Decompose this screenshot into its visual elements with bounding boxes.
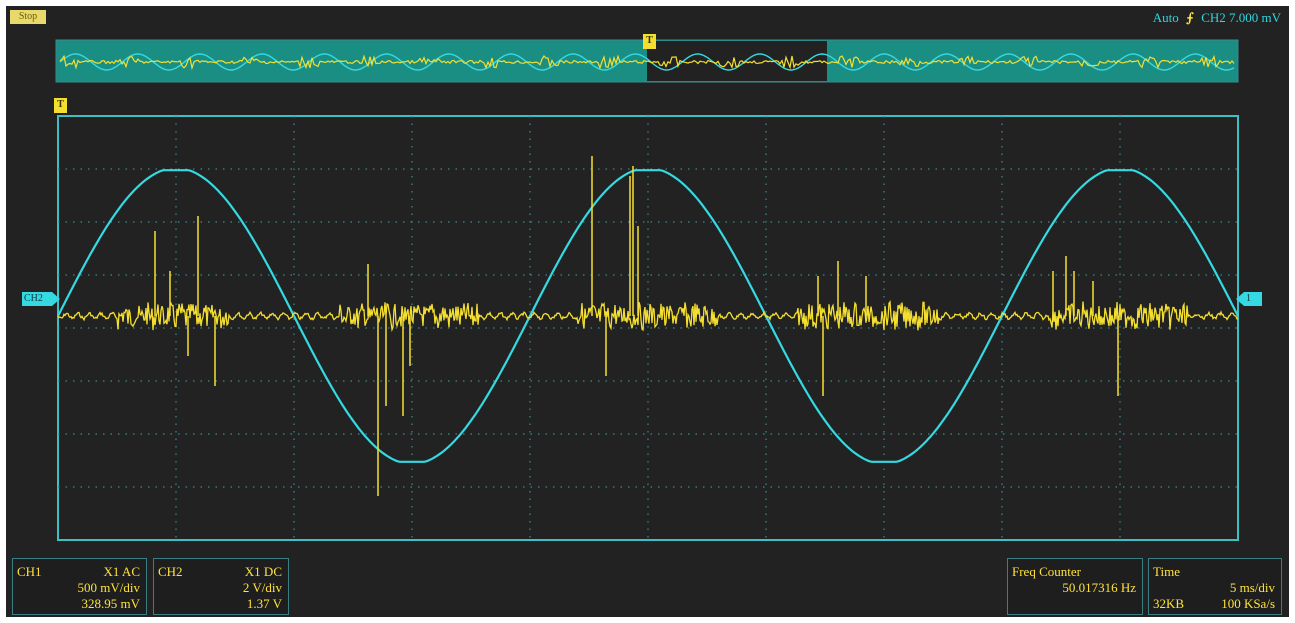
memory-depth: 32KB bbox=[1153, 596, 1185, 611]
trigger-info[interactable]: Auto ⨍ CH2 7.000 mV bbox=[1153, 10, 1281, 26]
timebase: 5 ms/div bbox=[1229, 580, 1275, 595]
overview-ch2-trace bbox=[59, 53, 1235, 71]
freq-counter-panel[interactable]: Freq Counter 50.017316 Hz bbox=[1007, 558, 1143, 615]
ch2-value: 1.37 V bbox=[246, 596, 282, 611]
ch1-value: 328.95 mV bbox=[81, 596, 141, 611]
trigger-source-level: CH2 7.000 mV bbox=[1201, 10, 1281, 25]
freq-counter-value: 50.017316 Hz bbox=[1062, 580, 1136, 595]
sample-rate: 100 KSa/s bbox=[1221, 596, 1275, 611]
trigger-position-marker-overview[interactable]: T bbox=[643, 34, 656, 49]
ch1-scale: 500 mV/div bbox=[77, 580, 140, 595]
ch2-ground-marker[interactable]: CH2 bbox=[22, 292, 60, 306]
ch1-level-marker[interactable]: 1 bbox=[1236, 292, 1262, 306]
time-label: Time bbox=[1153, 564, 1180, 579]
trigger-mode: Auto bbox=[1152, 10, 1179, 25]
ch2-label: CH2 bbox=[158, 564, 183, 579]
ch2-probe-coupling: X1 DC bbox=[244, 564, 282, 579]
ch2-scale: 2 V/div bbox=[242, 580, 282, 595]
overview-visible-window bbox=[647, 41, 827, 81]
overview-ch1-trace bbox=[59, 54, 1235, 71]
ch1-settings-panel[interactable]: CH1 X1 AC 500 mV/div 328.95 mV bbox=[12, 558, 147, 615]
ch1-noise-trace bbox=[57, 300, 1239, 333]
ch2-sine-trace bbox=[57, 169, 1239, 463]
freq-counter-label: Freq Counter bbox=[1012, 564, 1081, 579]
rising-edge-icon: ⨍ bbox=[1186, 10, 1194, 25]
trigger-position-marker[interactable]: T bbox=[54, 98, 67, 113]
run-stop-badge[interactable]: Stop bbox=[10, 10, 46, 24]
time-settings-panel[interactable]: Time 5 ms/div 32KB 100 KSa/s bbox=[1148, 558, 1282, 615]
ch2-settings-panel[interactable]: CH2 X1 DC 2 V/div 1.37 V bbox=[153, 558, 289, 615]
ch1-label: CH1 bbox=[17, 564, 42, 579]
ch1-probe-coupling: X1 AC bbox=[103, 564, 140, 579]
